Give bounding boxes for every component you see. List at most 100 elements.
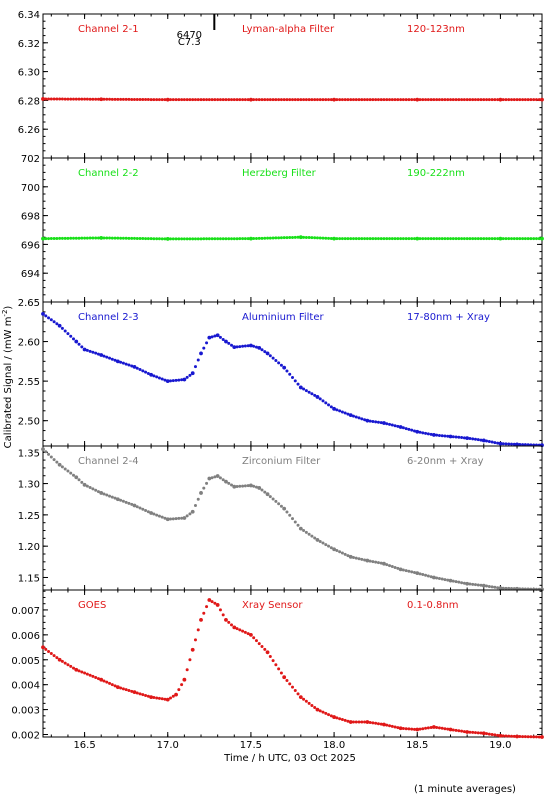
data-point	[94, 236, 98, 240]
data-point	[390, 565, 394, 569]
data-point	[152, 98, 156, 102]
data-point	[108, 356, 112, 360]
data-point	[191, 237, 195, 241]
data-point	[130, 689, 134, 693]
data-point	[449, 435, 453, 439]
data-point	[96, 236, 100, 240]
data-point	[501, 586, 505, 590]
data-point	[207, 336, 211, 340]
data-point	[205, 605, 209, 609]
data-point	[141, 507, 145, 511]
data-point	[385, 98, 389, 102]
data-point	[60, 236, 64, 240]
data-point	[313, 236, 317, 240]
data-point	[185, 668, 189, 672]
data-point	[493, 98, 497, 102]
data-point	[191, 371, 195, 375]
data-point	[169, 696, 173, 700]
data-point	[407, 427, 411, 431]
data-point	[385, 237, 389, 241]
data-point	[496, 586, 500, 590]
data-point	[504, 734, 508, 738]
data-point	[263, 647, 267, 651]
data-point	[487, 732, 491, 736]
data-point	[512, 98, 516, 102]
data-point	[193, 365, 197, 369]
data-point	[313, 706, 317, 710]
data-point	[266, 650, 270, 654]
data-point	[490, 98, 494, 102]
data-point	[532, 98, 536, 102]
data-point	[243, 630, 247, 634]
chart-panels: 6.26 6.28 6.30 6.32 6.34 Channel 2-1 Lyman-alp…	[11, 10, 544, 751]
data-point	[376, 98, 380, 102]
data-point	[523, 98, 527, 102]
data-point	[193, 98, 197, 102]
data-point	[501, 442, 505, 446]
data-point	[479, 98, 483, 102]
data-point	[246, 632, 250, 636]
data-point	[510, 442, 514, 446]
data-point	[521, 237, 525, 241]
data-point	[440, 726, 444, 730]
y-tick-label: 2.65	[18, 298, 40, 309]
data-point	[437, 577, 441, 581]
data-point	[324, 98, 328, 102]
data-point	[252, 98, 256, 102]
data-point	[396, 726, 400, 730]
data-point	[254, 485, 258, 489]
data-point	[243, 484, 247, 488]
data-point	[351, 414, 355, 418]
data-point	[144, 693, 148, 697]
data-point	[534, 98, 538, 102]
data-point	[396, 98, 400, 102]
data-point	[180, 237, 184, 241]
y-tick-label: 2.50	[18, 417, 40, 428]
data-point	[343, 98, 347, 102]
data-point	[304, 530, 308, 534]
data-point	[379, 98, 383, 102]
data-point	[296, 235, 300, 239]
data-point	[476, 438, 480, 442]
data-point	[476, 237, 480, 241]
data-point	[479, 237, 483, 241]
data-point	[399, 726, 403, 730]
data-point	[360, 98, 364, 102]
panel-channel-label: GOES	[78, 600, 106, 611]
data-point	[257, 642, 261, 646]
data-point	[354, 556, 358, 560]
data-point	[476, 98, 480, 102]
data-point	[266, 492, 270, 496]
data-point	[199, 98, 203, 102]
data-point	[537, 98, 541, 102]
data-point	[66, 469, 70, 473]
data-point	[498, 237, 502, 241]
data-point	[296, 382, 300, 386]
data-point	[471, 582, 475, 586]
data-point	[113, 496, 117, 500]
data-point	[207, 477, 211, 481]
data-point	[507, 734, 511, 738]
data-point	[335, 408, 339, 412]
data-point	[119, 360, 123, 364]
data-point	[260, 236, 264, 240]
data-point	[490, 440, 494, 444]
data-point	[296, 98, 300, 102]
data-point	[224, 480, 228, 484]
data-point	[185, 237, 189, 241]
data-point	[169, 237, 173, 241]
data-point	[518, 98, 522, 102]
data-point	[285, 679, 289, 683]
flare-marker-label-2: C7.3	[178, 37, 201, 48]
data-point	[473, 437, 477, 441]
data-point	[315, 708, 319, 712]
data-point	[399, 237, 403, 241]
data-point	[163, 378, 167, 382]
panel-band-label: 190-222nm	[407, 168, 465, 179]
data-point	[241, 629, 245, 633]
data-point	[288, 98, 292, 102]
data-point	[473, 237, 477, 241]
data-point	[230, 237, 234, 241]
y-axis-title: Calibrated Signal / (mW m-2)	[1, 306, 14, 449]
data-point	[193, 503, 197, 507]
